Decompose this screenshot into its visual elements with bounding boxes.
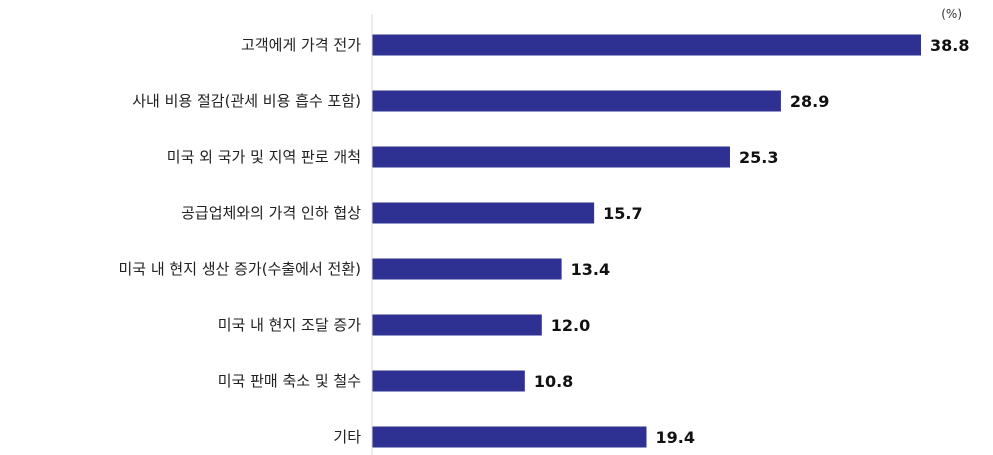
bar	[372, 146, 730, 168]
category-label: 공급업체와의 가격 인하 협상	[181, 204, 361, 222]
value-label: 28.9	[790, 92, 829, 111]
category-label: 미국 외 국가 및 지역 판로 개척	[167, 148, 361, 166]
category-label: 미국 판매 축소 및 철수	[218, 372, 361, 390]
bar	[372, 426, 647, 448]
value-label: 12.0	[551, 316, 590, 335]
value-label: 15.7	[603, 204, 642, 223]
value-label: 10.8	[534, 372, 573, 391]
bar	[372, 314, 542, 336]
category-label: 미국 내 현지 조달 증가	[218, 316, 361, 334]
category-label: 기타	[333, 428, 361, 446]
value-label: 25.3	[739, 148, 778, 167]
bars	[372, 34, 921, 448]
bar	[372, 370, 525, 392]
unit-label: (%)	[941, 7, 962, 21]
category-label: 고객에게 가격 전가	[241, 36, 361, 54]
bar	[372, 90, 781, 112]
value-label: 38.8	[930, 36, 969, 55]
category-label: 미국 내 현지 생산 증가(수출에서 전환)	[118, 260, 361, 278]
bar	[372, 34, 921, 56]
value-labels: 38.8 28.9 25.3 15.7 13.4 12.0 10.8 19.4	[534, 36, 970, 447]
value-label: 19.4	[656, 428, 695, 447]
category-label: 사내 비용 절감(관세 비용 흡수 포함)	[132, 92, 361, 110]
bar	[372, 202, 595, 224]
bar	[372, 258, 562, 280]
value-label: 13.4	[571, 260, 610, 279]
